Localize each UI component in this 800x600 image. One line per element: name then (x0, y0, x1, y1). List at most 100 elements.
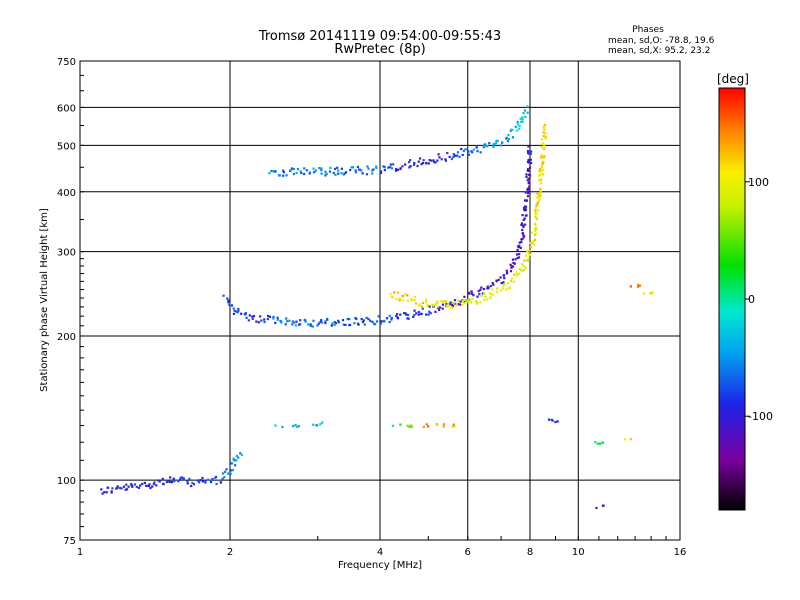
data-point (539, 191, 542, 194)
data-point (442, 423, 446, 426)
data-point (337, 321, 341, 324)
data-point (515, 253, 519, 256)
data-point (475, 146, 478, 149)
data-point (502, 281, 505, 284)
data-point (528, 158, 531, 161)
data-point (499, 289, 502, 292)
data-point (472, 148, 475, 151)
data-point (367, 318, 370, 321)
data-point (533, 233, 537, 236)
data-point (362, 319, 365, 322)
data-point (539, 190, 542, 193)
data-point (523, 259, 526, 262)
data-point (251, 317, 254, 320)
data-point (489, 284, 492, 288)
data-point (358, 168, 361, 171)
data-point (453, 299, 457, 302)
data-point (521, 214, 524, 217)
data-point (289, 168, 292, 172)
data-point (455, 154, 459, 157)
data-point (110, 490, 113, 493)
data-point (489, 296, 492, 299)
data-point (428, 305, 431, 308)
data-point (529, 161, 533, 165)
data-point (360, 169, 363, 172)
data-point (528, 185, 531, 188)
data-point (295, 171, 298, 175)
data-point (537, 195, 540, 198)
data-point (512, 261, 515, 265)
data-point (527, 251, 530, 254)
data-point (276, 318, 279, 321)
data-point (526, 169, 529, 172)
data-point (524, 191, 527, 194)
data-point (191, 481, 194, 484)
data-point (464, 299, 467, 302)
data-point (234, 459, 237, 462)
data-point (272, 317, 275, 320)
data-point (404, 312, 407, 315)
data-point (111, 487, 114, 490)
data-point (419, 303, 422, 306)
data-point (282, 174, 285, 177)
data-point (390, 295, 394, 298)
data-point (148, 483, 151, 486)
data-point (638, 284, 641, 287)
data-point (406, 294, 409, 297)
data-point (421, 161, 425, 165)
data-point (273, 170, 276, 173)
data-point (291, 323, 294, 326)
data-point (525, 214, 528, 217)
data-point (392, 163, 395, 166)
data-point (454, 302, 457, 306)
data-point (534, 215, 537, 218)
data-point (427, 162, 430, 165)
data-point (201, 480, 205, 483)
data-point (404, 293, 407, 296)
data-point (408, 425, 411, 428)
data-point (204, 479, 207, 482)
data-point (379, 170, 383, 173)
data-point (401, 295, 404, 298)
data-point (133, 483, 137, 486)
data-point (539, 182, 542, 185)
data-point (153, 481, 156, 484)
data-point (179, 478, 182, 481)
data-point (470, 290, 473, 293)
data-point (441, 303, 445, 306)
data-point (453, 154, 457, 157)
data-point (522, 218, 525, 222)
data-point (516, 122, 520, 126)
data-point (547, 418, 551, 421)
data-point (495, 290, 499, 294)
data-point (445, 304, 448, 307)
data-point (141, 482, 144, 486)
data-point (542, 134, 545, 138)
data-point (406, 313, 410, 317)
chart-title: Tromsø 20141119 09:54:00-09:55:43 (258, 29, 501, 44)
data-point (539, 178, 543, 181)
data-point (466, 300, 469, 304)
data-point (518, 244, 521, 247)
data-points (100, 105, 655, 510)
data-point (526, 179, 529, 182)
data-point (330, 324, 333, 327)
data-point (521, 238, 524, 241)
data-point (444, 158, 447, 161)
data-point (237, 456, 240, 459)
data-point (556, 420, 559, 423)
data-point (452, 423, 455, 426)
data-point (463, 302, 466, 305)
data-point (522, 269, 525, 272)
data-point (388, 320, 391, 324)
data-point (453, 425, 456, 428)
data-point (522, 224, 525, 227)
data-point (451, 425, 454, 428)
data-point (270, 169, 273, 173)
data-point (211, 478, 214, 482)
data-point (529, 158, 533, 161)
data-point (528, 253, 531, 257)
data-point (312, 319, 315, 322)
data-point (353, 322, 356, 325)
